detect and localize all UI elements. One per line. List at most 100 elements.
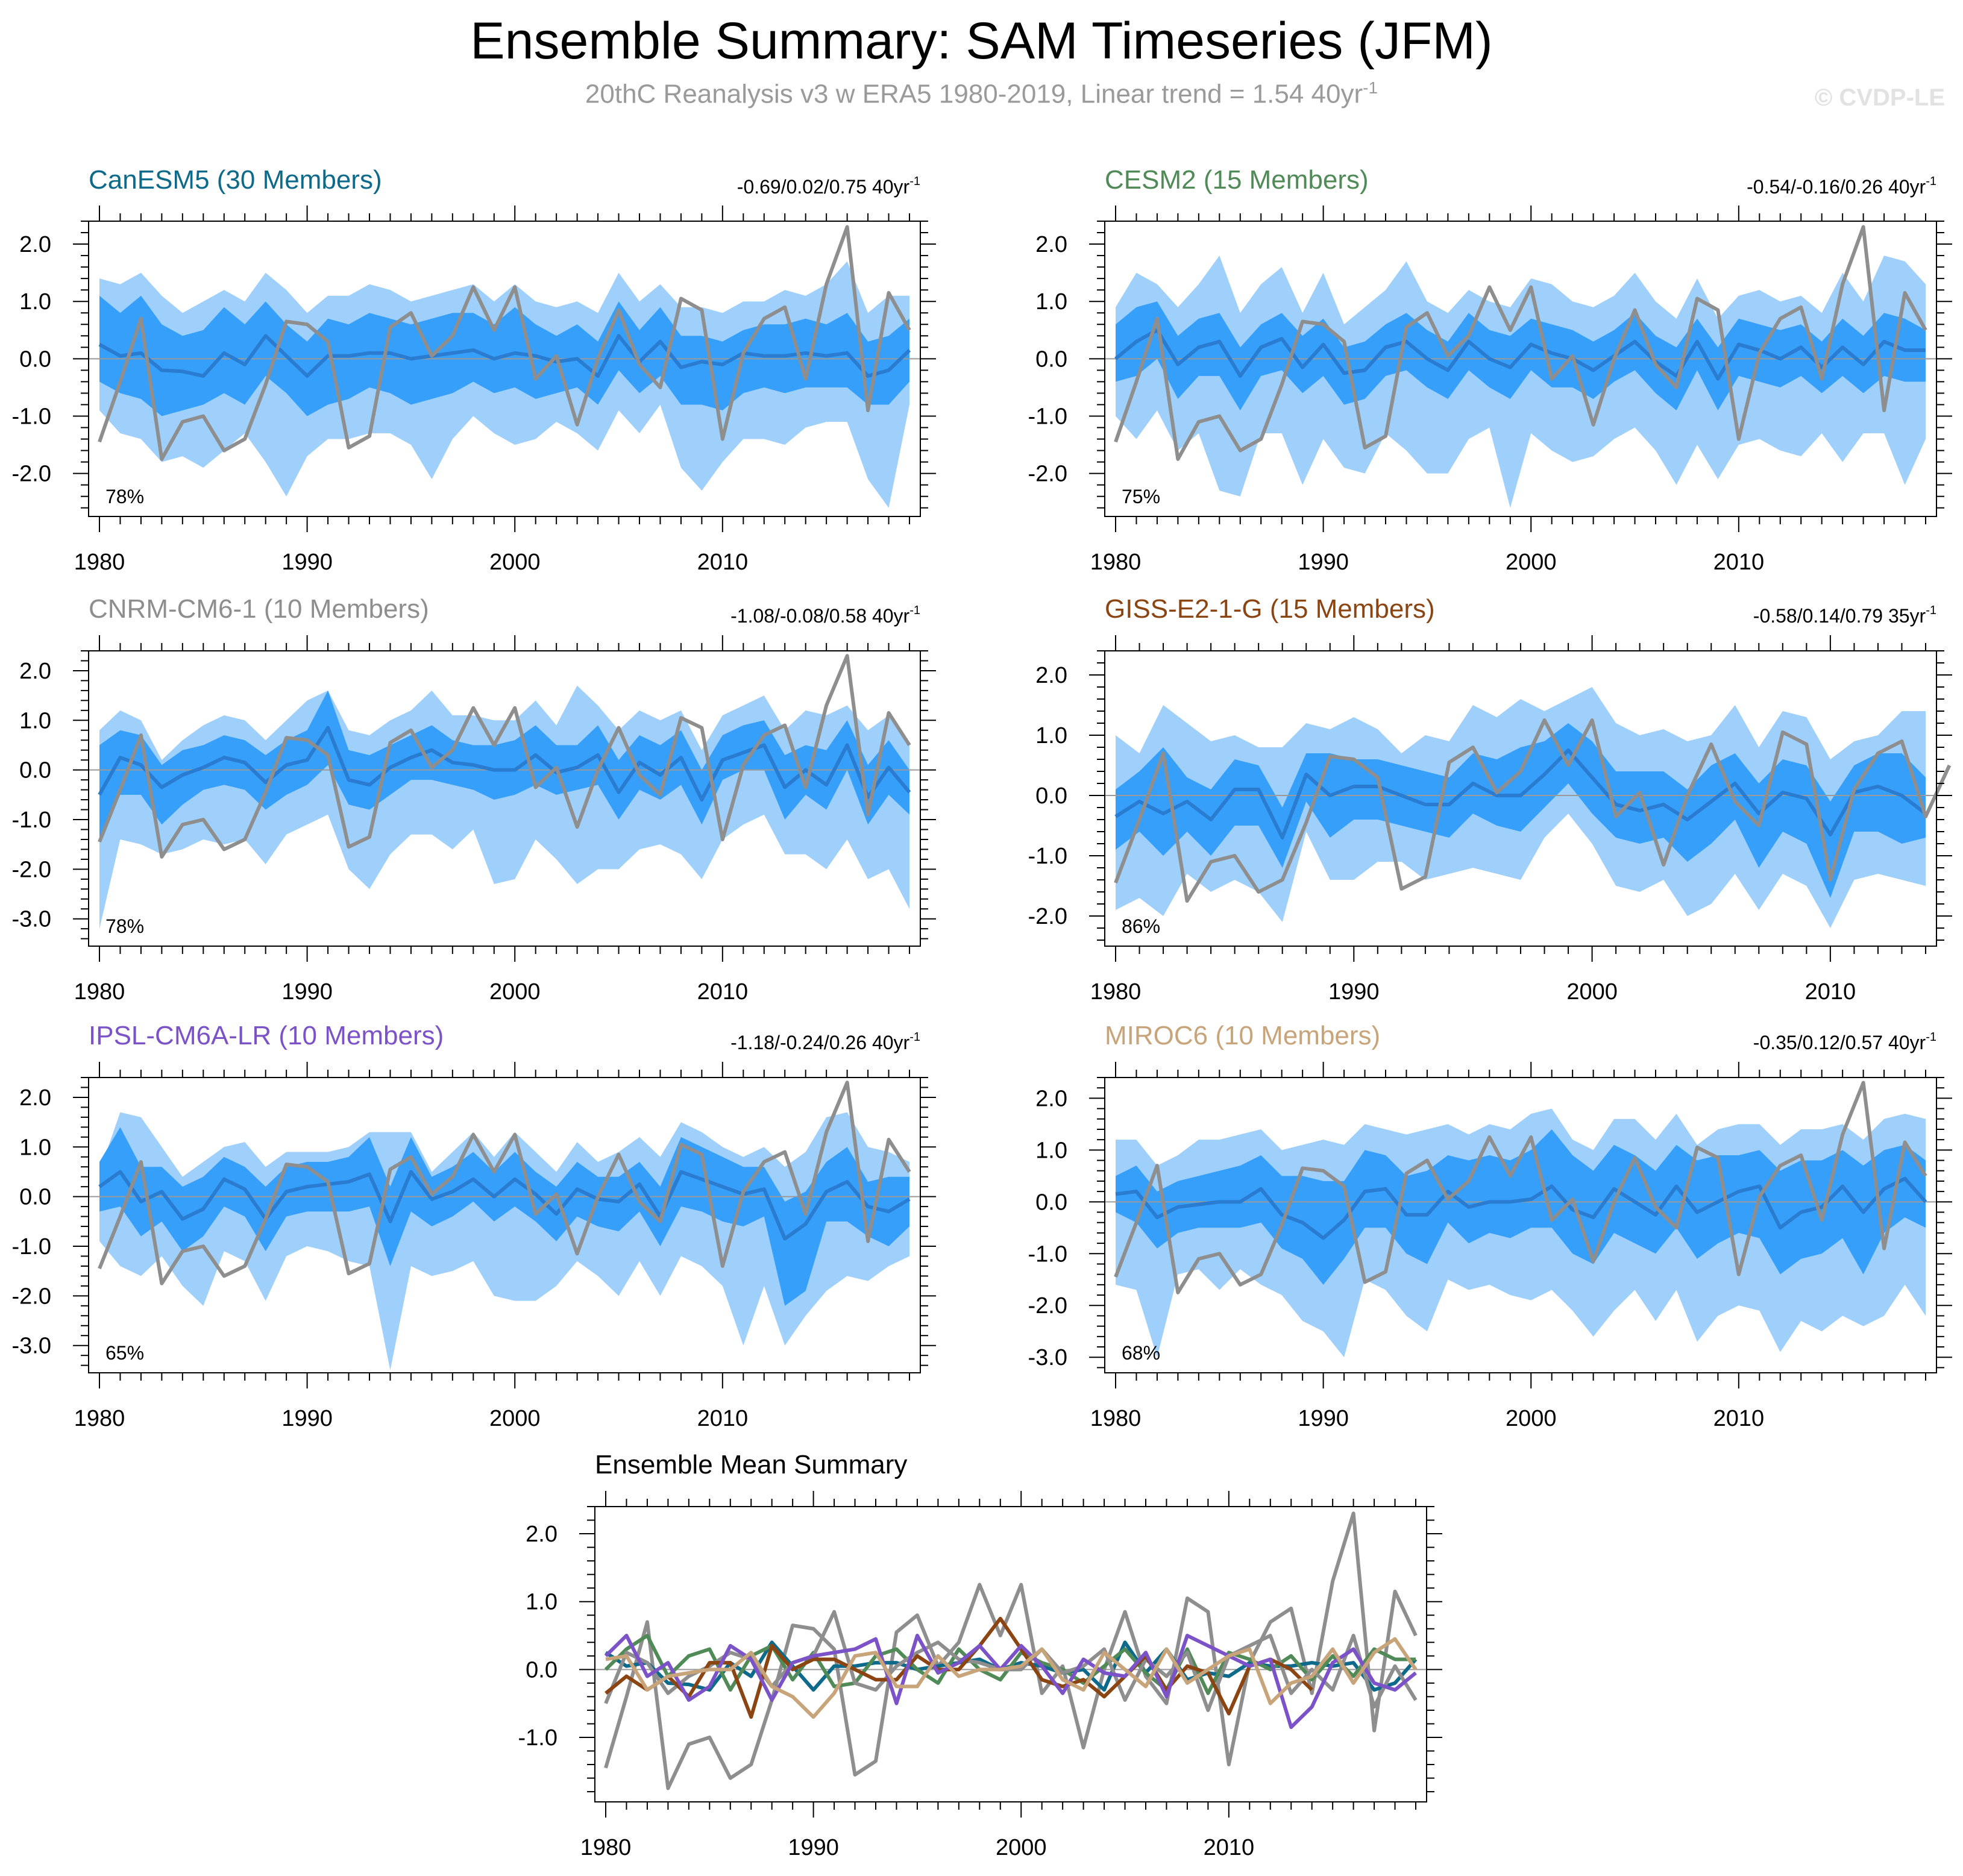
trend-label: -1.08/-0.08/0.58 40yr-1 <box>730 604 920 627</box>
y-tick-label: 2.0 <box>1035 663 1067 688</box>
trend-label: -0.69/0.02/0.75 40yr-1 <box>737 175 920 198</box>
x-tick-label: 1990 <box>1328 979 1380 1005</box>
x-tick-label: 2010 <box>1713 550 1765 575</box>
x-tick-label: 2010 <box>697 979 749 1005</box>
observed-line <box>98 654 911 859</box>
plot-frame <box>88 221 921 517</box>
panel-title: Ensemble Mean Summary <box>595 1450 907 1479</box>
trend-label-superscript: -1 <box>1926 1031 1936 1044</box>
panel-title: CNRM-CM6-1 (10 Members) <box>89 594 429 624</box>
y-tick-label: 1.0 <box>1035 289 1067 315</box>
ensemble-mean-line <box>1114 748 1927 839</box>
y-tick-label: 1.0 <box>526 1590 557 1615</box>
y-tick-label: 0.0 <box>19 1185 51 1210</box>
observed-line <box>1114 1081 1927 1294</box>
ensemble-mean-line <box>98 726 911 802</box>
inner-spread-band <box>99 1127 909 1306</box>
trend-label-text: -0.35/0.12/0.57 40yr <box>1753 1032 1926 1053</box>
observed-line <box>1114 718 1952 903</box>
y-tick-label: -2.0 <box>1028 904 1067 929</box>
y-tick-label: -1.0 <box>1028 1241 1067 1267</box>
y-tick-label: -3.0 <box>12 1334 51 1359</box>
trend-label-superscript: -1 <box>909 1031 920 1044</box>
observed-line <box>98 1081 911 1285</box>
trend-label-superscript: -1 <box>1926 175 1936 188</box>
x-tick-label: 2010 <box>1805 979 1856 1005</box>
x-tick-label: 2000 <box>1506 1406 1557 1431</box>
trend-label: -0.35/0.12/0.57 40yr-1 <box>1753 1031 1936 1053</box>
plot-frame <box>1104 1077 1937 1373</box>
y-tick-label: 1.0 <box>1035 1138 1067 1163</box>
panel-6: -3.0 -2.0 -1.0 0.0 1.0 2.0 1980 1990 2000 2010 MIR… <box>1028 1021 1952 1431</box>
percent-label: 86% <box>1122 915 1160 937</box>
y-tick-label: -2.0 <box>12 1284 51 1309</box>
percent-label: 75% <box>1122 486 1160 507</box>
y-tick-label: -3.0 <box>12 907 51 932</box>
trend-label-text: -0.69/0.02/0.75 40yr <box>737 176 910 198</box>
y-tick-label: -2.0 <box>12 462 51 487</box>
inner-spread-band <box>99 690 909 839</box>
plot-frame <box>88 650 921 947</box>
x-tick-label: 2000 <box>1506 550 1557 575</box>
panel-1: -2.0 -1.0 0.0 1.0 2.0 1980 1990 2000 2010 CanESM5… <box>12 165 936 575</box>
ensemble-mean-line <box>1115 1176 1927 1240</box>
panel-5: -3.0 -2.0 -1.0 0.0 1.0 2.0 1980 1990 2000 2010 IPS… <box>12 1021 936 1431</box>
x-tick-label: 2010 <box>1204 1835 1255 1860</box>
trend-label: -0.58/0.14/0.79 35yr-1 <box>1753 604 1936 627</box>
observed-line <box>1114 225 1927 461</box>
trend-label-text: -1.08/-0.08/0.58 40yr <box>730 605 909 627</box>
trend-label: -1.18/-0.24/0.26 40yr-1 <box>730 1031 920 1053</box>
percent-label: 68% <box>1122 1342 1160 1364</box>
x-tick-label: 2000 <box>489 979 541 1005</box>
inner-spread-band <box>1116 723 1926 898</box>
subtitle-superscript: -1 <box>1363 78 1378 97</box>
x-tick-label: 1980 <box>580 1835 632 1860</box>
inner-spread-band <box>1116 1129 1926 1285</box>
x-tick-label: 2010 <box>1713 1406 1765 1431</box>
x-tick-label: 2010 <box>697 1406 749 1431</box>
panel-title: GISS-E2-1-G (15 Members) <box>1105 594 1435 624</box>
y-tick-label: -2.0 <box>12 857 51 882</box>
percent-label: 78% <box>105 486 144 507</box>
trend-label-superscript: -1 <box>909 604 920 617</box>
y-tick-label: -1.0 <box>12 808 51 833</box>
y-tick-label: 0.0 <box>19 347 51 372</box>
x-tick-label: 2010 <box>697 550 749 575</box>
y-tick-label: 1.0 <box>19 289 51 315</box>
panel-title: IPSL-CM6A-LR (10 Members) <box>89 1021 444 1050</box>
plot-frame <box>1104 221 1937 517</box>
trend-label-text: -0.58/0.14/0.79 35yr <box>1753 605 1926 627</box>
x-tick-label: 1990 <box>1298 1406 1349 1431</box>
x-tick-label: 1980 <box>74 979 125 1005</box>
panel-4: -2.0 -1.0 0.0 1.0 2.0 1980 1990 2000 2010 GISS-E2… <box>1028 594 1952 1005</box>
percent-label: 78% <box>105 915 144 937</box>
trend-label-superscript: -1 <box>1926 604 1936 617</box>
x-tick-label: 2000 <box>489 550 541 575</box>
y-tick-label: 2.0 <box>19 232 51 257</box>
y-tick-label: 0.0 <box>1035 1190 1067 1215</box>
panel-3: -3.0 -2.0 -1.0 0.0 1.0 2.0 1980 1990 2000 2010 CNR… <box>12 594 936 1005</box>
x-tick-label: 1980 <box>1090 1406 1142 1431</box>
y-tick-label: 1.0 <box>19 1135 51 1160</box>
panel-title: CanESM5 (30 Members) <box>89 165 382 195</box>
panel-7: -1.0 0.0 1.0 2.0 1980 1990 2000 2010 Ensemble Me… <box>518 1450 1442 1860</box>
figure-subtitle: 20thC Reanalysis v3 w ERA5 1980-2019, Li… <box>0 78 1963 110</box>
panel-title: CESM2 (15 Members) <box>1105 165 1369 195</box>
y-tick-label: -1.0 <box>1028 844 1067 869</box>
panel-2: -2.0 -1.0 0.0 1.0 2.0 1980 1990 2000 2010 CESM2 (… <box>1028 165 1952 575</box>
plot-frame <box>594 1506 1427 1802</box>
trend-label-text: -1.18/-0.24/0.26 40yr <box>730 1032 909 1053</box>
y-tick-label: 0.0 <box>1035 783 1067 809</box>
y-tick-label: -1.0 <box>12 404 51 429</box>
x-tick-label: 2000 <box>1566 979 1618 1005</box>
x-tick-label: 1980 <box>74 1406 125 1431</box>
y-tick-label: -2.0 <box>1028 462 1067 487</box>
trend-label: -0.54/-0.16/0.26 40yr-1 <box>1747 175 1936 198</box>
watermark: © CVDP-LE <box>1814 84 1945 111</box>
y-tick-label: 0.0 <box>526 1657 557 1683</box>
ensemble-mean-line <box>1114 328 1926 381</box>
x-tick-label: 1980 <box>74 550 125 575</box>
series-line-observations <box>604 1511 1418 1790</box>
x-tick-label: 2000 <box>489 1406 541 1431</box>
